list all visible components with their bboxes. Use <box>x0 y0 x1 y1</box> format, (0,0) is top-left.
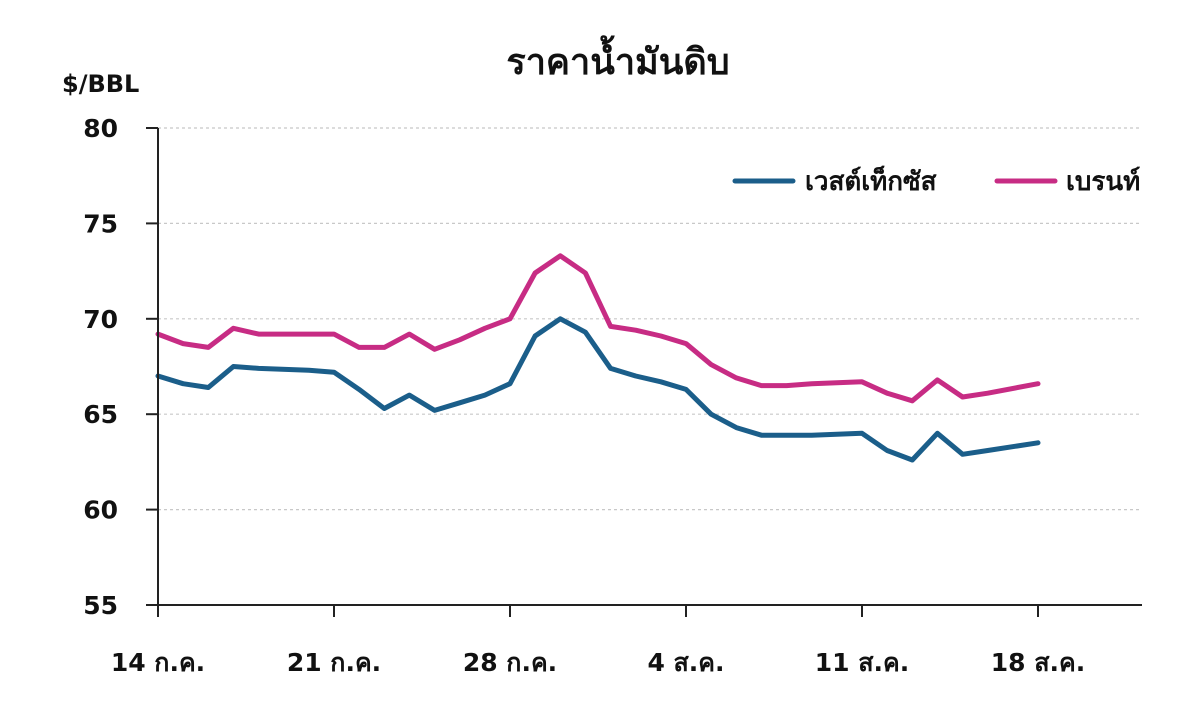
y-tick-label: 60 <box>83 496 118 525</box>
legend-label-brent: เบรนท์ <box>1066 166 1140 197</box>
series-line-wti <box>155 316 1041 463</box>
x-tick-label: 11 ส.ค. <box>815 648 909 677</box>
y-tick-label: 70 <box>83 305 118 334</box>
y-tick-label: 80 <box>83 114 118 143</box>
y-axis-tick-labels: 55 60 65 70 75 80 <box>83 114 158 620</box>
legend-label-wti: เวสต์เท็กซัส <box>805 165 937 197</box>
x-tick-label: 28 ก.ค. <box>463 648 557 677</box>
x-axis-ticks: 14 ก.ค. 21 ก.ค. 28 ก.ค. 4 ส.ค. 11 ส.ค. 18 ส.ค… <box>111 605 1085 677</box>
series-line-brent <box>155 253 1041 404</box>
x-tick-label: 14 ก.ค. <box>111 648 205 677</box>
gridlines <box>158 127 1142 511</box>
chart-title: ราคาน้ำมันดิบ <box>506 35 729 83</box>
x-tick-label: 21 ก.ค. <box>287 648 381 677</box>
y-axis-unit-label: $/BBL <box>62 70 139 98</box>
y-tick-label: 75 <box>83 209 118 238</box>
y-tick-label: 55 <box>83 591 118 620</box>
legend: เวสต์เท็กซัส เบรนท์ <box>732 165 1140 197</box>
y-tick-label: 65 <box>83 400 118 429</box>
x-tick-label: 18 ส.ค. <box>991 648 1085 677</box>
series-lines <box>155 253 1041 463</box>
x-tick-label: 4 ส.ค. <box>647 648 724 677</box>
